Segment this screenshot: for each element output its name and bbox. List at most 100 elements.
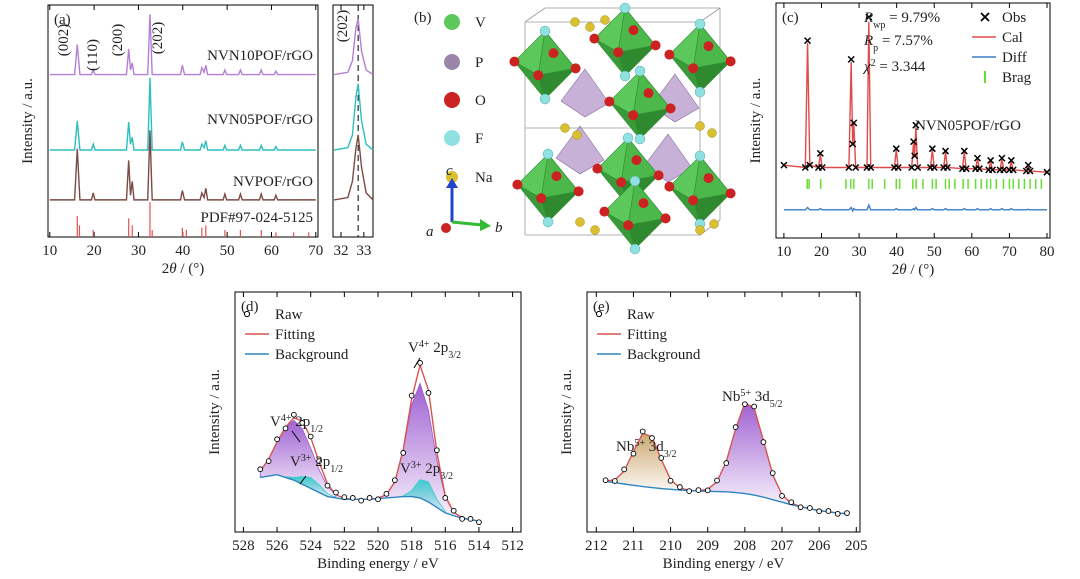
text-part: V [400, 461, 411, 477]
raw-point [751, 403, 757, 410]
octahedron-face [617, 44, 657, 77]
fluorine-atom [634, 65, 646, 77]
series-label: PDF#97-024-5125 [200, 210, 313, 226]
raw-point [621, 466, 627, 473]
fluorine-atom [542, 148, 554, 160]
obs-marker [845, 163, 853, 172]
sodium-atom [709, 219, 719, 229]
oxygen-atom [551, 171, 562, 182]
oxygen-atom [664, 49, 675, 60]
raw-point [425, 390, 432, 396]
obs-marker [1026, 167, 1034, 175]
octahedron-face [692, 60, 732, 93]
x-tick-label: 70 [308, 243, 323, 259]
series-line [334, 83, 374, 151]
obs-marker [801, 163, 809, 172]
legend-label: O [475, 93, 486, 109]
oxygen-atom [533, 70, 544, 81]
oxygen-atom [703, 41, 714, 52]
legend-label: Background [627, 347, 701, 363]
oxygen-atom [688, 63, 699, 74]
raw-point [307, 433, 314, 440]
raw-point [797, 504, 804, 511]
raw-point [732, 424, 739, 431]
obs-marker [987, 156, 995, 164]
x-tick-label: 80 [1039, 244, 1054, 260]
x-tick-label: 10 [776, 244, 791, 260]
fluorine-atom [539, 93, 551, 105]
sodium-atom [695, 121, 705, 131]
annotation: V4+ 2p1/2 [270, 413, 323, 435]
obs-marker [943, 163, 951, 172]
legend-label: Raw [275, 307, 303, 323]
x-tick-label: 211 [622, 538, 644, 554]
fluorine-atom [542, 216, 554, 228]
obs-marker [850, 119, 858, 127]
legend-ball [444, 54, 460, 70]
annotation: (200) [110, 24, 126, 57]
oxygen-atom [638, 198, 649, 209]
obs-marker [910, 138, 918, 146]
panel-label: (c) [782, 10, 799, 26]
raw-point [816, 508, 822, 515]
x-tick-label: 518 [400, 538, 423, 554]
obs-marker [847, 55, 855, 63]
series-line [49, 78, 316, 151]
crystal-structure: (b) V P O F Na c b a [414, 2, 736, 255]
raw-point [723, 460, 730, 466]
legend-label: V [475, 15, 486, 31]
fluorine-atom [619, 2, 631, 14]
sodium-atom [590, 225, 600, 235]
obs-marker [892, 145, 900, 153]
axis-arrow [451, 220, 483, 227]
oxygen-atom [573, 186, 584, 197]
sodium-atom [560, 123, 570, 133]
obs-marker [1009, 166, 1017, 174]
raw-point [825, 508, 832, 514]
legend-label: Brag [1002, 70, 1032, 86]
x-tick-label: 212 [585, 538, 608, 554]
tetrahedron [560, 68, 610, 118]
y-axis-label: Intensity / a.u. [748, 78, 764, 164]
x-tick-label: 210 [659, 538, 682, 554]
x-tick-label: 20 [87, 243, 102, 259]
text-part: / (°) [177, 261, 205, 277]
text-part: 3/2 [440, 471, 453, 482]
raw-point [630, 450, 637, 457]
text-part: p [873, 43, 878, 54]
text-part: 3/2 [664, 449, 677, 460]
text-part: = 7.57% [878, 33, 933, 49]
fluorine-atom [629, 175, 641, 187]
raw-point [400, 450, 407, 456]
x-axis-label: Binding energy / eV [663, 556, 785, 572]
sodium-atom [575, 217, 585, 227]
x-tick-label: 32 [334, 243, 349, 259]
raw-point [265, 458, 272, 464]
panel-label: (e) [593, 299, 610, 315]
x-tick-label: 207 [771, 538, 794, 554]
cell-edge [524, 7, 546, 23]
annotation-arrow [291, 430, 301, 443]
annotation: Nb5+ 3d5/2 [722, 388, 783, 410]
fluorine-atom [694, 86, 706, 98]
raw-point [341, 494, 348, 500]
x-tick-label: 10 [42, 243, 57, 259]
legend-marker [980, 12, 990, 22]
text-part: 4+ [281, 413, 292, 424]
fluorine-atom [622, 132, 634, 144]
raw-point [742, 401, 748, 408]
text-part: 2p [291, 414, 310, 430]
obs-marker [804, 37, 812, 45]
y-axis-label: Intensity / a.u. [20, 78, 36, 164]
raw-point [788, 499, 795, 506]
obs-marker [818, 163, 826, 172]
raw-point [639, 428, 646, 435]
legend-label: P [475, 55, 483, 71]
text-part: / (°) [907, 262, 935, 278]
text-part: 2p [429, 340, 448, 356]
fluorine-atom [619, 70, 631, 82]
sodium-atom [585, 22, 595, 32]
text-part: 2p [311, 454, 330, 470]
raw-point [695, 487, 702, 493]
